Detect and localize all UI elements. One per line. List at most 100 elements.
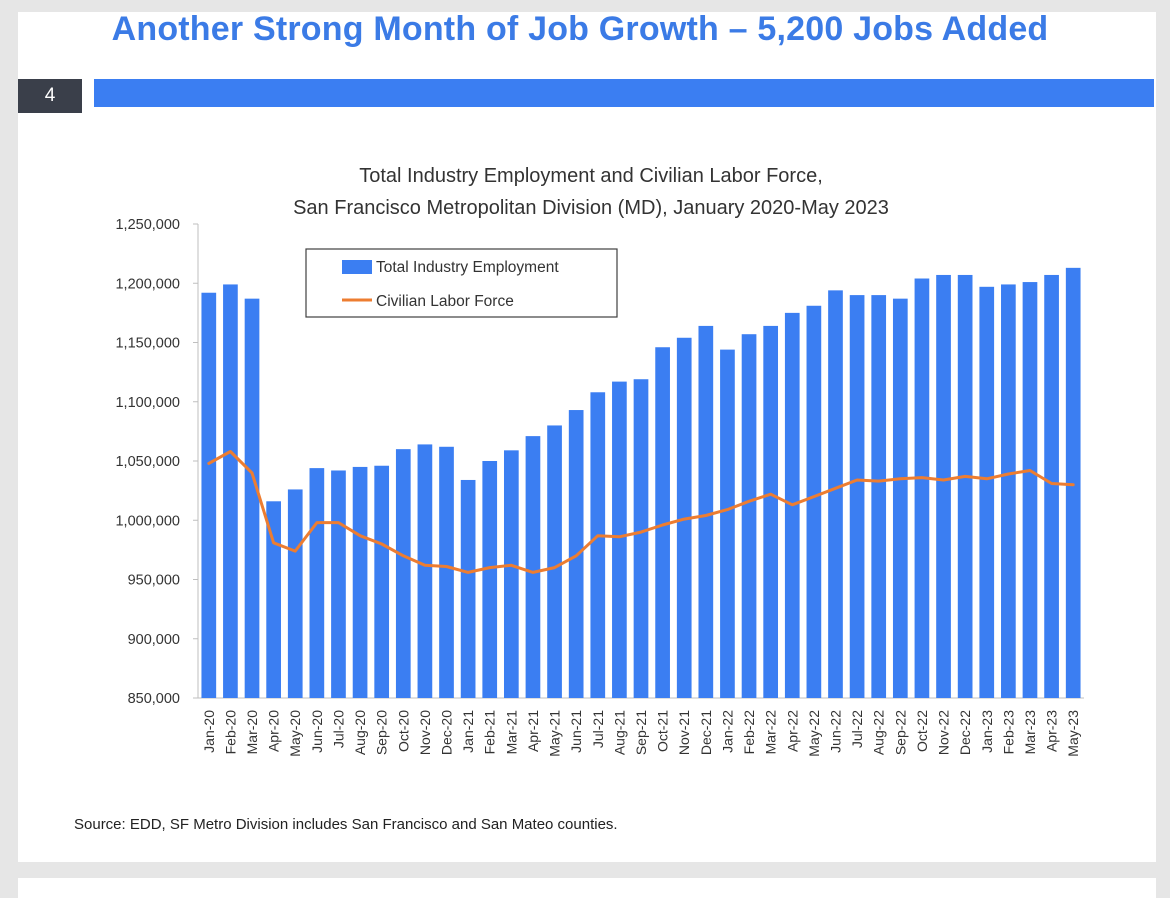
bar (1001, 284, 1016, 698)
bar (417, 444, 433, 698)
bar (244, 298, 260, 698)
bar (698, 325, 714, 698)
bar (309, 468, 325, 698)
x-tick-label: Sep-22 (892, 710, 908, 755)
x-tick-label: Oct-20 (395, 710, 411, 752)
y-tick-label: 850,000 (128, 691, 180, 707)
chart-title-line: Total Industry Employment and Civilian L… (359, 165, 823, 187)
x-tick-label: Jan-20 (201, 710, 217, 753)
slide: 4 Total Industry Employment and Civilian… (18, 12, 1156, 862)
x-tick-label: Jan-22 (719, 710, 735, 753)
legend-label: Total Industry Employment (376, 259, 559, 276)
x-tick-label: Apr-23 (1044, 710, 1060, 752)
x-tick-label: Jun-21 (568, 710, 584, 753)
x-tick-label: Sep-20 (374, 710, 390, 755)
bar (741, 334, 757, 698)
bar (612, 381, 627, 698)
x-tick-label: Apr-21 (525, 710, 541, 752)
y-tick-label: 1,050,000 (115, 454, 180, 470)
bar (806, 305, 822, 698)
accent-bar (94, 79, 1154, 107)
x-tick-label: May-22 (806, 710, 822, 757)
bar (633, 379, 649, 698)
x-tick-label: Nov-22 (936, 710, 952, 755)
y-tick-label: 1,200,000 (115, 276, 180, 292)
bar (979, 286, 995, 698)
bar (871, 295, 887, 698)
x-tick-label: Dec-20 (439, 710, 455, 755)
x-tick-label: Feb-21 (482, 710, 498, 755)
bar (331, 470, 346, 698)
y-tick-label: 1,000,000 (115, 513, 180, 529)
bar (849, 295, 865, 698)
bar (503, 450, 519, 698)
bar (655, 347, 670, 698)
bar (223, 284, 238, 698)
bar (266, 501, 281, 698)
x-tick-label: Nov-20 (417, 710, 433, 755)
next-slide-edge (18, 878, 1156, 898)
bar (482, 461, 498, 698)
x-tick-label: Jul-21 (590, 710, 606, 748)
bar (525, 436, 541, 698)
x-tick-label: Feb-22 (741, 710, 757, 755)
bar (374, 465, 390, 698)
bar (1022, 282, 1038, 698)
x-tick-label: Dec-22 (957, 710, 973, 755)
employment-chart: Total Industry Employment and Civilian L… (115, 165, 1084, 757)
x-tick-label: Oct-21 (655, 710, 671, 752)
x-tick-label: Aug-20 (352, 710, 368, 755)
y-tick-label: 1,100,000 (115, 395, 180, 411)
x-tick-label: May-21 (547, 710, 563, 757)
x-tick-label: Aug-21 (611, 710, 627, 755)
bar (763, 325, 779, 698)
series-line-civilian-labor-force (207, 450, 1075, 574)
x-tick-label: Mar-20 (244, 710, 260, 755)
bar (287, 489, 303, 698)
x-tick-label: Mar-22 (763, 710, 779, 755)
bar (957, 274, 973, 698)
x-tick-label: Feb-23 (1000, 710, 1016, 755)
x-tick-label: Feb-20 (222, 710, 238, 755)
bar (547, 425, 562, 698)
y-tick-label: 1,250,000 (115, 217, 180, 233)
bar (828, 290, 843, 698)
x-tick-label: May-20 (287, 710, 303, 757)
x-tick-label: Sep-21 (633, 710, 649, 755)
x-tick-label: Apr-20 (266, 710, 282, 752)
legend-label: Civilian Labor Force (376, 293, 514, 310)
x-tick-label: Jun-22 (827, 710, 843, 753)
y-tick-label: 900,000 (128, 632, 180, 648)
bar (720, 349, 735, 698)
x-tick-label: Mar-21 (503, 710, 519, 755)
x-tick-label: Aug-22 (871, 710, 887, 755)
page-number: 4 (18, 79, 82, 113)
bar (460, 479, 476, 698)
x-tick-label: Jun-20 (309, 710, 325, 753)
legend-swatch-bar (342, 260, 372, 274)
bar (892, 298, 908, 698)
bar (936, 274, 951, 698)
bar (590, 392, 606, 698)
chart-title-line: San Francisco Metropolitan Division (MD)… (293, 197, 889, 219)
y-tick-label: 1,150,000 (115, 336, 180, 352)
bar (395, 449, 411, 698)
x-tick-label: May-23 (1065, 710, 1081, 757)
x-tick-label: Jan-21 (460, 710, 476, 753)
x-tick-label: Jul-22 (849, 710, 865, 748)
bar (352, 466, 368, 698)
y-tick-label: 950,000 (128, 573, 180, 589)
x-tick-label: Jan-23 (979, 710, 995, 753)
bar (1044, 274, 1059, 698)
x-tick-label: Oct-22 (914, 710, 930, 752)
x-tick-label: Mar-23 (1022, 710, 1038, 755)
x-tick-label: Apr-22 (784, 710, 800, 752)
x-tick-label: Nov-21 (676, 710, 692, 755)
x-tick-label: Dec-21 (698, 710, 714, 755)
source-note: Source: EDD, SF Metro Division includes … (74, 816, 618, 833)
page-title: Another Strong Month of Job Growth – 5,2… (111, 10, 1049, 48)
bar (201, 292, 217, 698)
bar (914, 278, 930, 698)
bar (1065, 267, 1081, 698)
bar (439, 446, 454, 698)
